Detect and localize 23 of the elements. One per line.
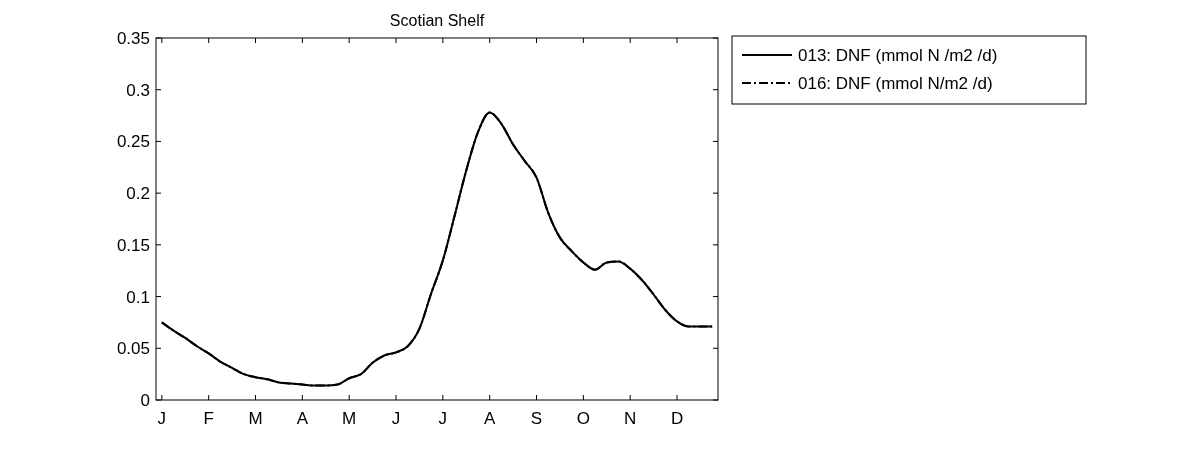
- chart-title: Scotian Shelf: [389, 12, 485, 29]
- y-tick-label: 0.2: [126, 184, 150, 204]
- x-tick-label: F: [203, 409, 214, 428]
- y-tick-label: 0: [140, 391, 150, 410]
- x-tick-label: A: [484, 409, 497, 428]
- x-tick-label: J: [438, 409, 448, 428]
- y-tick-label: 0.25: [116, 132, 150, 152]
- y-tick-label: 0.15: [116, 235, 150, 255]
- x-tick-label: J: [157, 409, 167, 428]
- legend-label: 016: DNF (mmol N/m2 /d): [798, 74, 993, 93]
- y-tick-label: 0.05: [116, 339, 150, 359]
- x-tick-label: M: [248, 409, 263, 428]
- x-tick-label: O: [576, 409, 590, 428]
- x-tick-label: D: [670, 409, 684, 428]
- legend-label: 013: DNF (mmol N /m2 /d): [798, 46, 998, 65]
- x-tick-label: J: [391, 409, 401, 428]
- x-tick-label: M: [342, 409, 357, 428]
- y-tick-label: 0.35: [116, 29, 150, 48]
- y-tick-label: 0.3: [126, 80, 150, 100]
- x-tick-label: S: [530, 409, 543, 428]
- y-tick-label: 0.1: [126, 287, 150, 307]
- x-tick-label: N: [624, 409, 637, 428]
- x-tick-label: A: [296, 409, 309, 428]
